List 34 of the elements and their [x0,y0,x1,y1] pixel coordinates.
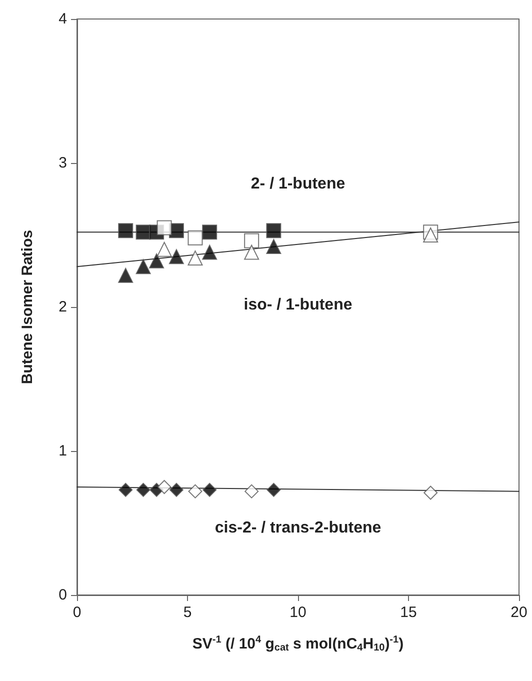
annotation: cis-2- / trans-2-butene [214,520,382,536]
point [169,482,184,497]
point [266,239,282,254]
y-axis-title: Butene Isomer Ratios [19,230,36,384]
point [188,230,203,246]
annotation: iso- / 1-butene [244,296,352,314]
point [149,253,164,268]
y-tick-label: 1 [58,442,67,460]
y-tick-label: 4 [58,10,67,28]
point [157,480,172,494]
x-tick-label: 0 [72,604,82,621]
point [266,482,281,497]
point [266,223,282,238]
point [118,223,134,238]
y-tick-label: 2 [58,298,67,316]
point [202,482,217,497]
y-tick-label: 0 [58,586,67,604]
point [202,244,218,260]
point [424,486,438,500]
point [244,484,259,498]
point [118,482,133,497]
point [168,249,184,264]
point [118,268,134,283]
point [136,259,151,274]
x-tick-label: 5 [183,604,192,621]
y-tick-label: 3 [58,154,67,172]
point [188,484,202,498]
x-tick-label: 10 [290,604,306,621]
point [156,220,172,236]
point [136,482,150,497]
x-tick-label: 15 [400,604,417,621]
annotation: 2- / 1-butene [250,176,346,192]
x-tick-label: 20 [510,604,528,621]
point [202,224,218,240]
